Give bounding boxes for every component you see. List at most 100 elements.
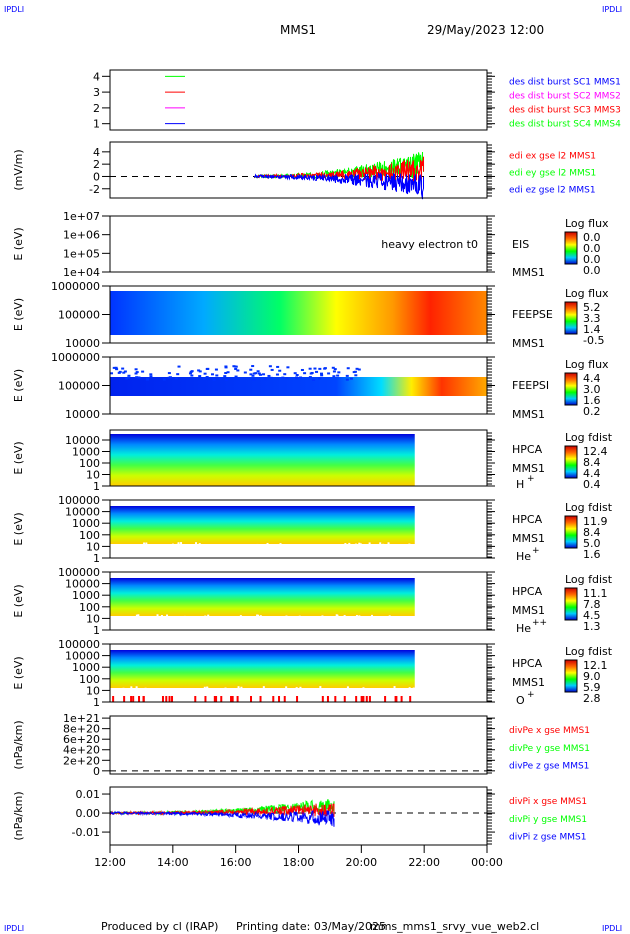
spectrogram-gap <box>236 620 239 627</box>
spectrogram-gap <box>179 694 182 700</box>
spectrogram-gap <box>339 617 342 626</box>
spectrogram-speck <box>308 376 312 379</box>
spectrogram-speck <box>334 696 337 702</box>
panel-divpi: 0.01 0.00 -0.01 (nPa/km) divPi x gse MMS1 div… <box>12 786 587 846</box>
spectrogram-gap <box>404 548 407 555</box>
spectrogram-gap <box>322 618 325 624</box>
spectrogram-gap <box>127 696 130 702</box>
spectrogram-speck <box>213 696 216 702</box>
spectrogram-gap <box>137 614 140 620</box>
colorbar <box>564 659 578 693</box>
x-tick-label: 14:00 <box>157 856 189 869</box>
spectrogram-gap <box>390 688 393 694</box>
spectrogram-gap <box>388 689 391 698</box>
spectrogram-gap <box>375 554 378 560</box>
spectrogram-speck <box>286 366 290 369</box>
spectrogram-gap <box>195 542 198 551</box>
spectrogram-speck <box>319 372 323 375</box>
spectrogram-gap <box>135 614 138 620</box>
instrument-label: EIS <box>512 238 529 251</box>
spectrogram-speck <box>127 374 131 377</box>
spectrogram-gap <box>387 693 390 702</box>
spectrogram-gap <box>232 692 235 699</box>
spectrogram-speck <box>135 376 139 379</box>
spectrogram-speck <box>161 696 164 702</box>
spectrogram-gap <box>174 551 177 559</box>
spectrogram-gap <box>281 691 284 696</box>
colorbar-value: 12.1 <box>583 659 608 672</box>
y-tick-label: 1000000 <box>51 351 100 364</box>
y-tick-label: 1e+05 <box>63 247 100 260</box>
spectrogram-gap <box>382 543 385 548</box>
spectrogram-gap <box>274 627 277 636</box>
y-tick-label: 1000 <box>72 446 100 459</box>
spectrogram-speck <box>234 365 238 368</box>
spectrogram-speck <box>214 368 218 371</box>
spectrogram <box>110 650 415 688</box>
spectrogram-speck <box>135 371 139 374</box>
spectrogram-gap <box>384 549 387 557</box>
spectrogram-gap <box>253 617 256 623</box>
spectrogram-gap <box>122 687 125 695</box>
spectrogram-gap <box>214 617 217 625</box>
spectrogram-gap <box>323 551 326 556</box>
spectrogram-speck <box>409 696 412 702</box>
spectrogram-gap <box>120 692 123 701</box>
spectrogram-gap <box>348 542 351 551</box>
colorbar-title: Log fdist <box>565 431 613 444</box>
spectrogram-gap <box>150 618 153 622</box>
spectrogram-gap <box>187 620 190 630</box>
spectrogram-gap <box>267 689 270 698</box>
spectrogram-gap <box>229 544 232 550</box>
spectrogram-gap <box>143 616 146 623</box>
y-tick-label: 1000 <box>72 517 100 530</box>
spectrogram-gap <box>351 551 354 561</box>
colorbar-value: 1.4 <box>583 323 601 336</box>
spectrogram-gap <box>298 615 301 622</box>
spectrogram-gap <box>132 616 135 626</box>
spectrogram-gap <box>359 543 362 550</box>
spectrogram-gap <box>309 616 312 621</box>
spectrogram-gap <box>203 686 206 695</box>
colorbar-value: 8.4 <box>583 526 601 539</box>
spectrogram-speck <box>312 378 316 381</box>
plot-frame <box>109 643 488 703</box>
spectrogram-gap <box>191 616 194 625</box>
spectrogram-speck <box>321 696 324 702</box>
spectrogram-speck <box>249 368 253 371</box>
spectrogram-speck <box>270 368 274 371</box>
spectrogram-gap <box>194 618 197 625</box>
spectrogram-gap <box>226 544 229 553</box>
spectrogram-gap <box>284 691 287 697</box>
colorbar-title: Log flux <box>565 217 609 230</box>
spectrogram-gap <box>266 542 269 549</box>
colorbar-value: 0.0 <box>583 253 601 266</box>
spectrogram-gap <box>198 619 201 624</box>
y-tick-label: 0 <box>93 765 100 778</box>
spectrogram-gap <box>367 692 370 699</box>
spectrogram-speck <box>299 376 303 379</box>
spectrogram-gap <box>320 697 323 702</box>
spectrogram-speck <box>197 369 201 372</box>
spectrogram-gap <box>346 689 349 697</box>
spectrogram-gap <box>231 619 234 626</box>
spectrogram-gap <box>271 627 274 636</box>
y-tick-label: 1 <box>93 480 100 493</box>
colorbar-title: Log fdist <box>565 645 613 658</box>
spectrogram-gap <box>393 686 396 690</box>
charge-label: + <box>527 690 535 700</box>
spectrogram-gap <box>197 691 200 699</box>
y-tick-label: 100000 <box>58 380 100 393</box>
y-axis-label: (nPa/km) <box>12 720 25 769</box>
spectrogram-gap <box>324 695 327 700</box>
footer-script: mms_mms1_srvy_vue_web2.cl <box>370 920 539 933</box>
spectrogram-gap <box>216 697 219 705</box>
spectrogram-gap <box>134 554 137 563</box>
spectrogram-gap <box>280 619 283 629</box>
spectrogram-gap <box>344 548 347 557</box>
spectrogram-gap <box>282 694 285 703</box>
y-tick-label: 10 <box>86 469 100 482</box>
spectrogram-gap <box>328 697 331 705</box>
spectrogram-speck <box>226 371 230 374</box>
